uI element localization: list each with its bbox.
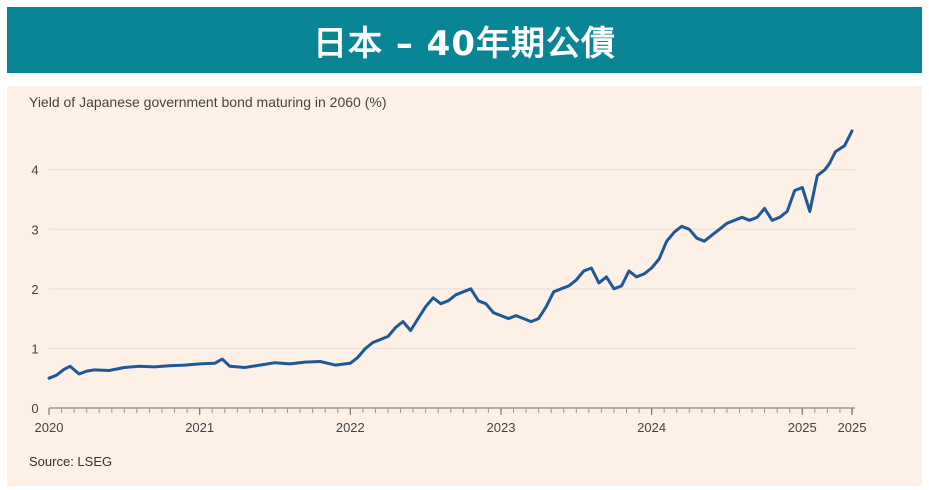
header-banner: 日本 – 40年期公債 <box>7 7 922 73</box>
x-tick-label: 2025 <box>788 420 817 435</box>
chart-panel: Yield of Japanese government bond maturi… <box>7 86 922 486</box>
x-tick-label: 2023 <box>487 420 516 435</box>
y-tick-label: 1 <box>31 341 38 356</box>
x-tick-label: 2025 <box>838 420 867 435</box>
chart-title: Yield of Japanese government bond maturi… <box>29 94 387 110</box>
page-title: 日本 – 40年期公債 <box>313 23 616 64</box>
series-line <box>47 129 854 380</box>
line-chart: 0 1 2 3 4 2020 2021 2022 2023 2024 2025 2025 <box>31 129 867 435</box>
x-tick-label: 2020 <box>35 420 64 435</box>
y-tick-label: 4 <box>31 163 38 178</box>
y-tick-label: 2 <box>31 282 38 297</box>
x-tick-label: 2024 <box>637 420 666 435</box>
x-tick-label: 2021 <box>185 420 214 435</box>
chart-source: Source: LSEG <box>29 454 113 469</box>
x-tick-label: 2022 <box>336 420 365 435</box>
y-tick-label: 0 <box>31 401 38 416</box>
y-tick-label: 3 <box>31 222 38 237</box>
